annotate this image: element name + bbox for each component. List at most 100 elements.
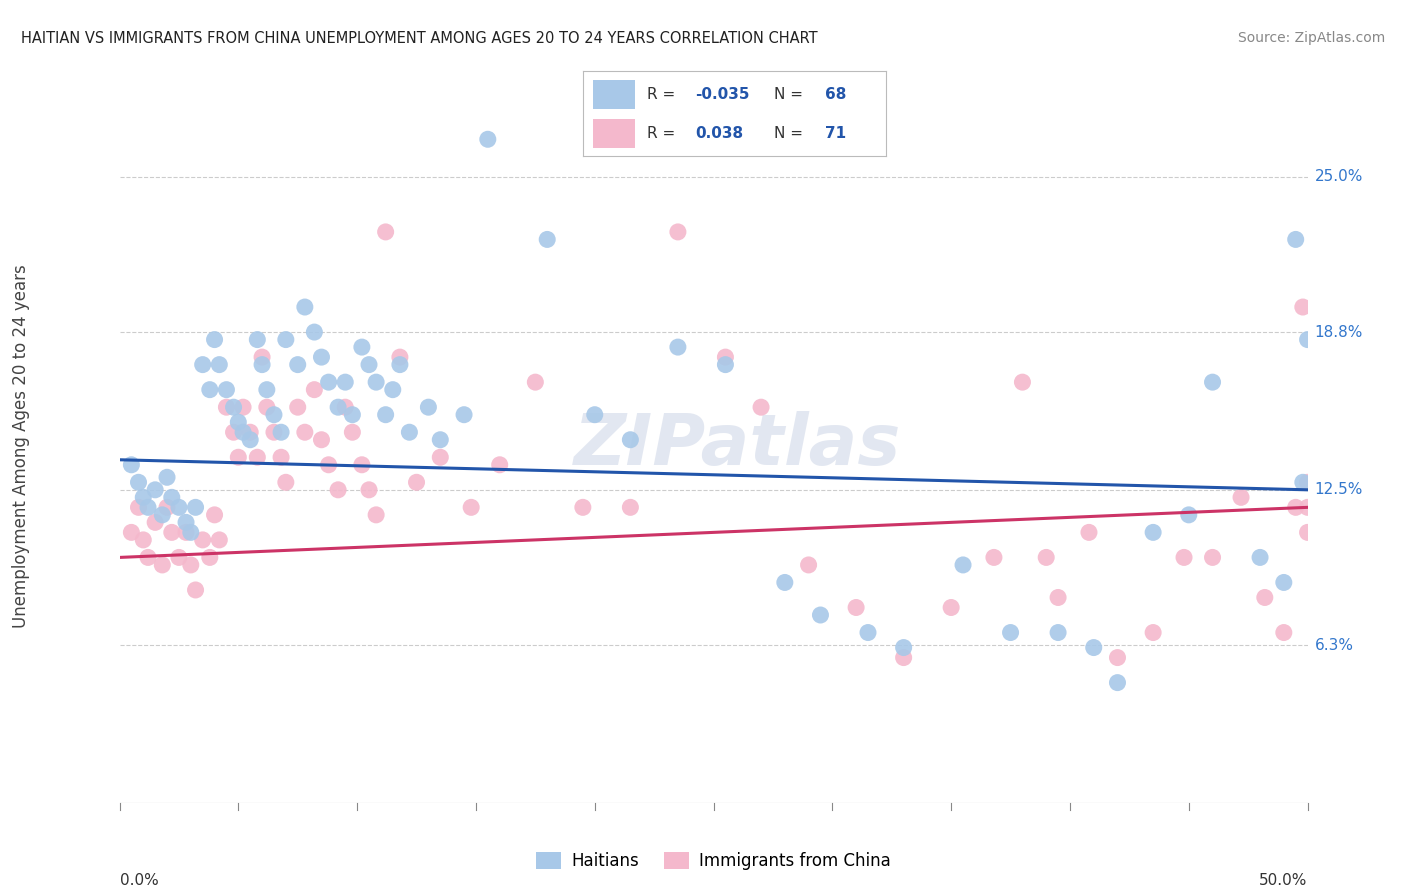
Point (1249, 550, 1271, 565)
FancyBboxPatch shape (592, 119, 636, 147)
Point (311, 433, 333, 447)
Text: Source: ZipAtlas.com: Source: ZipAtlas.com (1237, 31, 1385, 45)
Point (666, 340, 689, 354)
Point (453, 408, 475, 422)
Point (136, 500, 159, 515)
Point (1272, 575, 1295, 590)
Point (1173, 550, 1195, 565)
Point (120, 525, 142, 540)
Point (250, 350, 273, 364)
Point (311, 350, 333, 364)
Point (398, 425, 420, 440)
Point (342, 425, 364, 440)
Point (1078, 525, 1101, 540)
Point (1178, 508, 1201, 522)
Point (1296, 475, 1319, 490)
Text: -0.035: -0.035 (696, 87, 749, 102)
Point (287, 358, 309, 372)
Point (128, 500, 150, 515)
Point (228, 415, 250, 429)
Point (184, 582, 207, 597)
Point (174, 516, 197, 530)
Text: N =: N = (773, 87, 808, 102)
Point (952, 558, 974, 572)
Point (191, 358, 214, 372)
Point (160, 491, 183, 505)
Point (256, 383, 278, 397)
Point (388, 358, 411, 372)
Point (239, 425, 262, 440)
Point (524, 375, 547, 389)
Point (136, 550, 159, 565)
Point (405, 475, 427, 490)
Text: R =: R = (647, 126, 685, 141)
Text: 0.038: 0.038 (696, 126, 744, 141)
Point (215, 400, 238, 414)
Point (215, 383, 238, 397)
Point (208, 533, 231, 547)
Point (388, 350, 411, 364)
Point (1107, 675, 1129, 690)
Point (1254, 591, 1277, 605)
Point (120, 458, 142, 472)
Point (1035, 550, 1057, 565)
Point (204, 333, 226, 347)
Point (335, 400, 357, 414)
Point (1272, 625, 1295, 640)
Text: 71: 71 (825, 126, 846, 141)
Point (845, 600, 868, 615)
Point (810, 607, 832, 622)
Point (773, 575, 796, 590)
Text: 25.0%: 25.0% (1315, 169, 1362, 185)
Point (1000, 625, 1022, 640)
Point (246, 333, 269, 347)
Point (294, 300, 316, 314)
Point (666, 225, 689, 239)
Point (536, 232, 558, 246)
Point (263, 408, 285, 422)
Point (150, 508, 173, 522)
Point (335, 375, 357, 389)
Point (1201, 550, 1223, 565)
Point (1285, 500, 1308, 515)
Point (357, 483, 380, 497)
Point (1142, 525, 1164, 540)
Point (714, 350, 737, 364)
Point (350, 458, 373, 472)
Point (1292, 300, 1315, 314)
Text: Unemployment Among Ages 20 to 24 years: Unemployment Among Ages 20 to 24 years (13, 264, 30, 628)
Point (304, 383, 326, 397)
Point (167, 550, 190, 565)
Point (204, 508, 226, 522)
Text: N =: N = (773, 126, 808, 141)
Point (128, 475, 150, 490)
Point (191, 533, 214, 547)
Point (167, 500, 190, 515)
Point (287, 400, 309, 414)
Text: 12.5%: 12.5% (1315, 483, 1362, 498)
Point (366, 375, 388, 389)
Point (1285, 232, 1308, 246)
Point (208, 358, 231, 372)
Point (132, 533, 155, 547)
Point (797, 558, 820, 572)
Point (1142, 625, 1164, 640)
Point (143, 516, 166, 530)
Text: 50.0%: 50.0% (1260, 873, 1308, 888)
Point (749, 400, 772, 414)
Text: R =: R = (647, 87, 681, 102)
FancyBboxPatch shape (592, 80, 636, 109)
Point (350, 340, 373, 354)
Point (156, 470, 179, 484)
Point (619, 500, 641, 515)
Text: HAITIAN VS IMMIGRANTS FROM CHINA UNEMPLOYMENT AMONG AGES 20 TO 24 YEARS CORRELAT: HAITIAN VS IMMIGRANTS FROM CHINA UNEMPLO… (21, 31, 818, 46)
Point (856, 625, 879, 640)
Text: 18.8%: 18.8% (1315, 325, 1362, 340)
Point (374, 225, 396, 239)
Point (304, 325, 326, 339)
Point (1083, 640, 1105, 655)
Point (1047, 591, 1070, 605)
Point (232, 425, 254, 440)
Point (429, 450, 451, 465)
Point (429, 433, 451, 447)
